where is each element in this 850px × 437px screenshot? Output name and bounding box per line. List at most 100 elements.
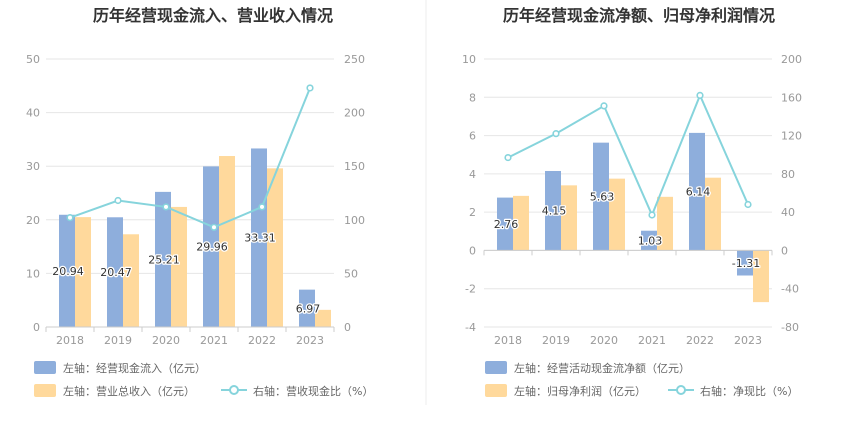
x-tick-label: 2020: [152, 334, 180, 347]
y-tick-label: 50: [344, 267, 358, 280]
x-axis: 2018 2019 2020 2021 2022 2023: [483, 249, 773, 347]
line-point: [66, 214, 74, 222]
x-tick-label: 2019: [542, 334, 570, 347]
x-tick-label: 2021: [638, 334, 666, 347]
line-point: [258, 203, 266, 211]
bar-primary: [545, 170, 561, 251]
y-tick-label: 40: [781, 206, 795, 219]
x-tick-label: 2023: [734, 334, 762, 347]
line-point: [210, 223, 218, 231]
line-point: [552, 130, 560, 138]
x-tick-label: 2022: [248, 334, 276, 347]
bar-secondary: [315, 309, 331, 327]
legend-swatch: [485, 384, 507, 397]
legend-swatch: [34, 361, 56, 374]
chart-left: 历年经营现金流入、营业收入情况 0 10 20 30 40 50 0 50 100 150 200…: [26, 6, 373, 398]
x-tick-label: 2018: [494, 334, 522, 347]
y-tick-label: 8: [469, 91, 476, 104]
legend: 左轴：经营活动现金流净额（亿元） 左轴：归母净利润（亿元） 右轴：净现比（%）: [485, 361, 798, 398]
y-tick-label: 150: [344, 160, 365, 173]
bar-primary: [107, 217, 123, 327]
y-tick-label: -2: [465, 283, 476, 296]
bar-secondary: [705, 177, 721, 251]
y-tick-label: 2: [469, 206, 476, 219]
legend: 左轴：经营现金流入（亿元） 左轴：营业总收入（亿元） 右轴：营收现金比（%）: [34, 361, 373, 398]
y-tick-label: -4: [465, 321, 476, 334]
chart-title: 历年经营现金流净额、归母净利润情况: [503, 6, 775, 25]
line-series: [504, 91, 752, 219]
bar-secondary: [123, 234, 139, 327]
y-tick-label: 80: [781, 168, 795, 181]
y-tick-label: 30: [26, 160, 40, 173]
bar-secondary: [171, 206, 187, 327]
bars: [497, 132, 769, 303]
y-tick-label: 120: [781, 130, 802, 143]
bar-primary: [689, 132, 705, 251]
y-axis-right: 0 50 100 150 200 250: [344, 53, 365, 334]
data-label: 29.96: [196, 241, 228, 254]
bar-secondary: [219, 156, 235, 327]
line-point: [648, 211, 656, 219]
y-tick-label: 6: [469, 130, 476, 143]
legend-point-marker: [676, 385, 686, 395]
line-point: [504, 153, 512, 162]
line-point: [696, 91, 704, 99]
bar-secondary: [75, 217, 91, 327]
bar-secondary: [609, 178, 625, 251]
y-tick-label: 0: [469, 244, 476, 257]
x-tick-label: 2022: [686, 334, 714, 347]
bar-secondary: [267, 168, 283, 327]
legend-label: 左轴：营业总收入（亿元）: [63, 384, 195, 398]
y-tick-label: 200: [781, 53, 802, 66]
bar-primary: [155, 191, 171, 327]
legend-label: 右轴：净现比（%）: [700, 384, 798, 398]
x-tick-label: 2018: [56, 334, 84, 347]
x-axis: 2018 2019 2020 2021 2022 2023: [45, 326, 335, 347]
y-tick-label: -80: [781, 321, 799, 334]
y-tick-label: 200: [344, 107, 365, 120]
data-label: 6.97: [296, 302, 321, 315]
bar-secondary: [513, 195, 529, 251]
y-tick-label: 0: [344, 321, 351, 334]
data-label: 1.03: [638, 235, 663, 248]
legend-label: 右轴：营收现金比（%）: [253, 384, 373, 398]
data-label: 6.14: [686, 186, 711, 199]
grid: [484, 58, 772, 328]
y-tick-label: 10: [26, 267, 40, 280]
data-label: 33.31: [244, 232, 276, 245]
x-tick-label: 2021: [200, 334, 228, 347]
legend-swatch: [34, 384, 56, 397]
y-tick-label: 0: [781, 244, 788, 257]
y-axis-left: 0 10 20 30 40 50: [26, 53, 40, 334]
bar-secondary: [753, 250, 769, 303]
bar-secondary: [561, 185, 577, 251]
line-path: [69, 87, 311, 229]
legend-point-marker: [229, 385, 239, 395]
y-axis-right: -80 -40 0 40 80 120 160 200: [781, 53, 802, 334]
chart-title: 历年经营现金流入、营业收入情况: [93, 6, 333, 25]
bar-primary: [203, 166, 219, 327]
bar-primary: [251, 148, 267, 327]
data-labels: 20.94 20.47 25.21 29.96 33.31 6.97: [51, 230, 322, 316]
chart-right: 历年经营现金流净额、归母净利润情况 -4 -2 0 2 4 6 8 10 -80 -40 0 40 8…: [462, 6, 802, 398]
data-label: 20.94: [52, 265, 84, 278]
bar-primary: [59, 214, 75, 327]
data-label: 5.63: [590, 191, 615, 204]
legend-label: 左轴：归母净利润（亿元）: [514, 384, 646, 398]
y-tick-label: -40: [781, 283, 799, 296]
line-series: [66, 84, 314, 231]
legend-label: 左轴：经营现金流入（亿元）: [63, 361, 206, 375]
data-label: 4.15: [542, 205, 567, 218]
data-labels: 2.76 4.15 5.63 1.03 6.14 -1.31: [493, 184, 762, 271]
bar-secondary: [657, 196, 673, 251]
line-point: [600, 102, 608, 110]
bar-primary: [299, 289, 315, 327]
line-point: [162, 203, 170, 211]
y-tick-label: 50: [26, 53, 40, 66]
line-point: [306, 84, 314, 92]
bar-primary: [737, 250, 753, 276]
bar-primary: [497, 197, 513, 251]
y-tick-label: 40: [26, 107, 40, 120]
x-tick-label: 2019: [104, 334, 132, 347]
